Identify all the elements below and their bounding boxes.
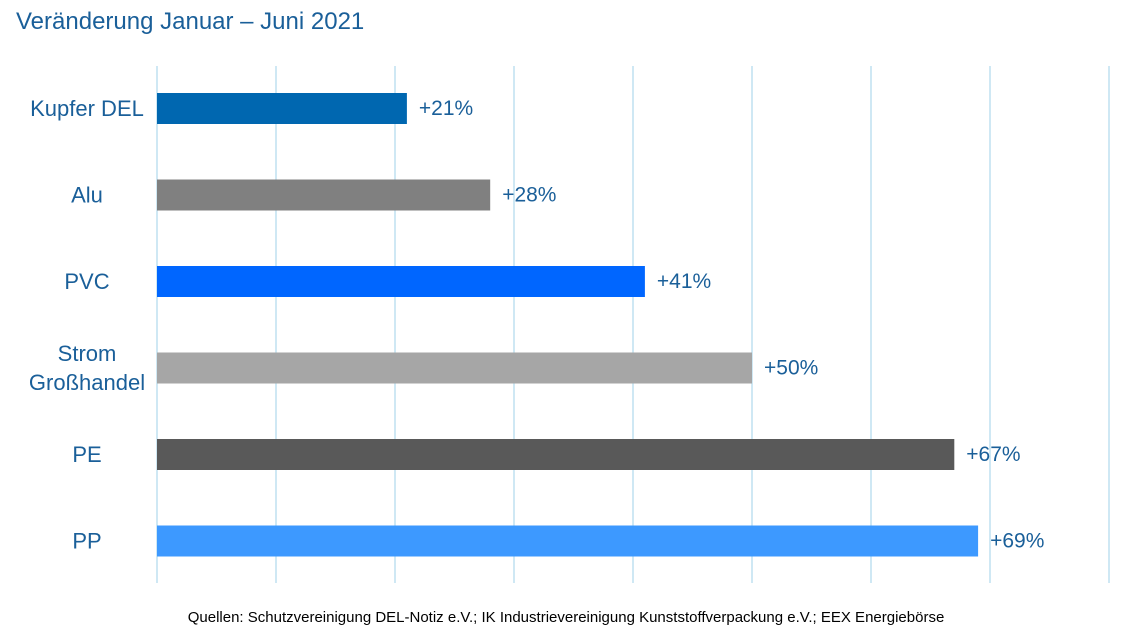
data-label: +67%: [966, 443, 1020, 466]
gridlines: [156, 66, 1110, 583]
data-label: +21%: [419, 97, 473, 120]
bar: [157, 266, 645, 297]
bars: [157, 93, 979, 557]
bar: [157, 439, 955, 470]
data-label: +41%: [657, 270, 711, 293]
data-label: +50%: [764, 357, 818, 380]
source-note: Quellen: Schutzvereinigung DEL-Notiz e.V…: [187, 609, 945, 626]
data-label: +28%: [502, 184, 556, 207]
category-labels: Kupfer DEL Alu PVC Strom Großhandel PE PP: [29, 96, 145, 554]
category-label: PP: [72, 529, 101, 554]
category-label: Großhandel: [29, 370, 145, 395]
data-label: +69%: [990, 530, 1044, 553]
chart-title: Veränderung Januar – Juni 2021: [16, 8, 365, 35]
category-label: Kupfer DEL: [30, 96, 144, 121]
bar: [157, 93, 407, 124]
bar: [157, 352, 752, 384]
category-label: PE: [72, 442, 101, 467]
category-label: PVC: [64, 269, 109, 294]
bar: [157, 525, 979, 557]
category-label: Strom: [58, 341, 117, 366]
category-label: Alu: [71, 183, 103, 208]
bar: [157, 179, 491, 211]
data-labels: +21% +28% +41% +50% +67% +69%: [419, 97, 1044, 553]
